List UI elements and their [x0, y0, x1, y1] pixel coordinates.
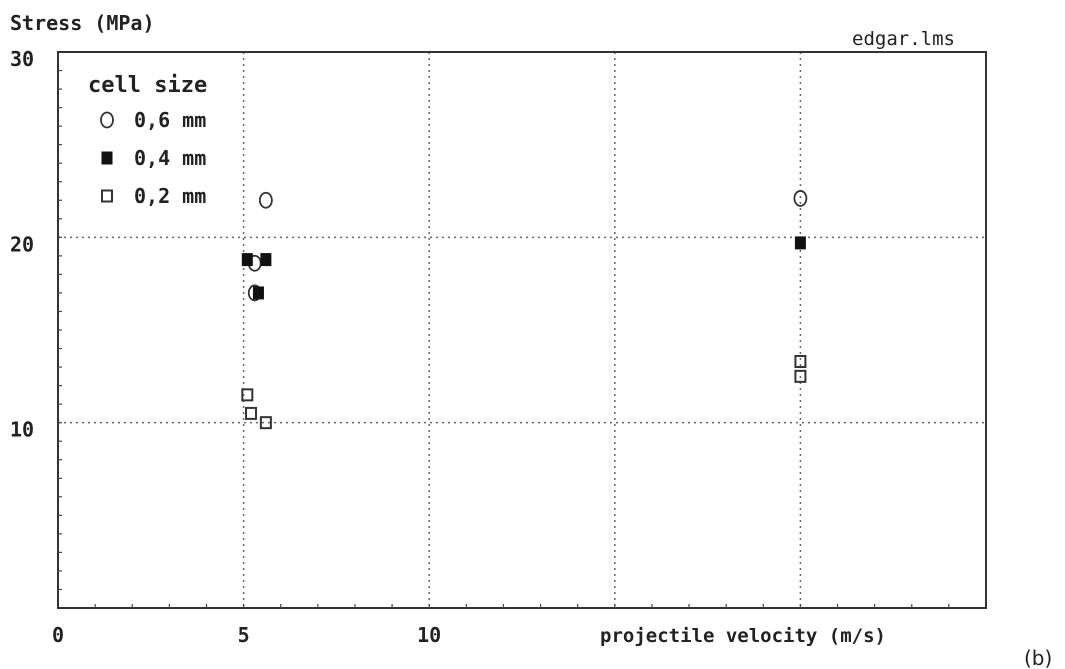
data-point: [241, 253, 253, 267]
data-point: [793, 190, 808, 207]
plot-frame: [57, 51, 987, 609]
legend-title: cell size: [88, 73, 207, 98]
data-points: [241, 190, 808, 430]
tick-labels: 0 5 10 10 20 30: [10, 47, 441, 647]
legend-entry-label: 0,4 mm: [134, 146, 206, 170]
x-tick-label: 10: [417, 623, 441, 647]
data-point: [794, 236, 806, 250]
data-point: [259, 416, 272, 430]
x-tick-label: 5: [238, 623, 250, 647]
data-point: [245, 406, 258, 420]
legend: cell size 0,6 mm 0,4 mm 0,2 mm: [88, 73, 207, 208]
legend-entry-label: 0,2 mm: [134, 184, 206, 208]
minor-ticks: [58, 69, 950, 608]
x-axis-label: projectile velocity (m/s): [600, 625, 886, 647]
data-point: [241, 388, 254, 402]
data-point: [258, 191, 273, 209]
data-point: [260, 253, 272, 267]
legend-marker: [101, 151, 113, 165]
panel-label: (b): [1024, 646, 1052, 669]
y-axis-label: Stress (MPa): [10, 11, 155, 35]
y-tick-label: 10: [10, 418, 34, 442]
legend-marker: [100, 111, 114, 129]
y-tick-label: 20: [10, 232, 34, 256]
x-tick-label: 0: [52, 623, 64, 647]
legend-marker: [101, 189, 113, 203]
data-point: [794, 355, 807, 369]
file-label: edgar.lms: [852, 28, 955, 50]
grid-lines: [58, 52, 986, 608]
data-point: [794, 369, 807, 383]
data-point: [252, 286, 264, 300]
y-tick-label: 30: [10, 47, 34, 71]
legend-entry-label: 0,6 mm: [134, 108, 206, 132]
